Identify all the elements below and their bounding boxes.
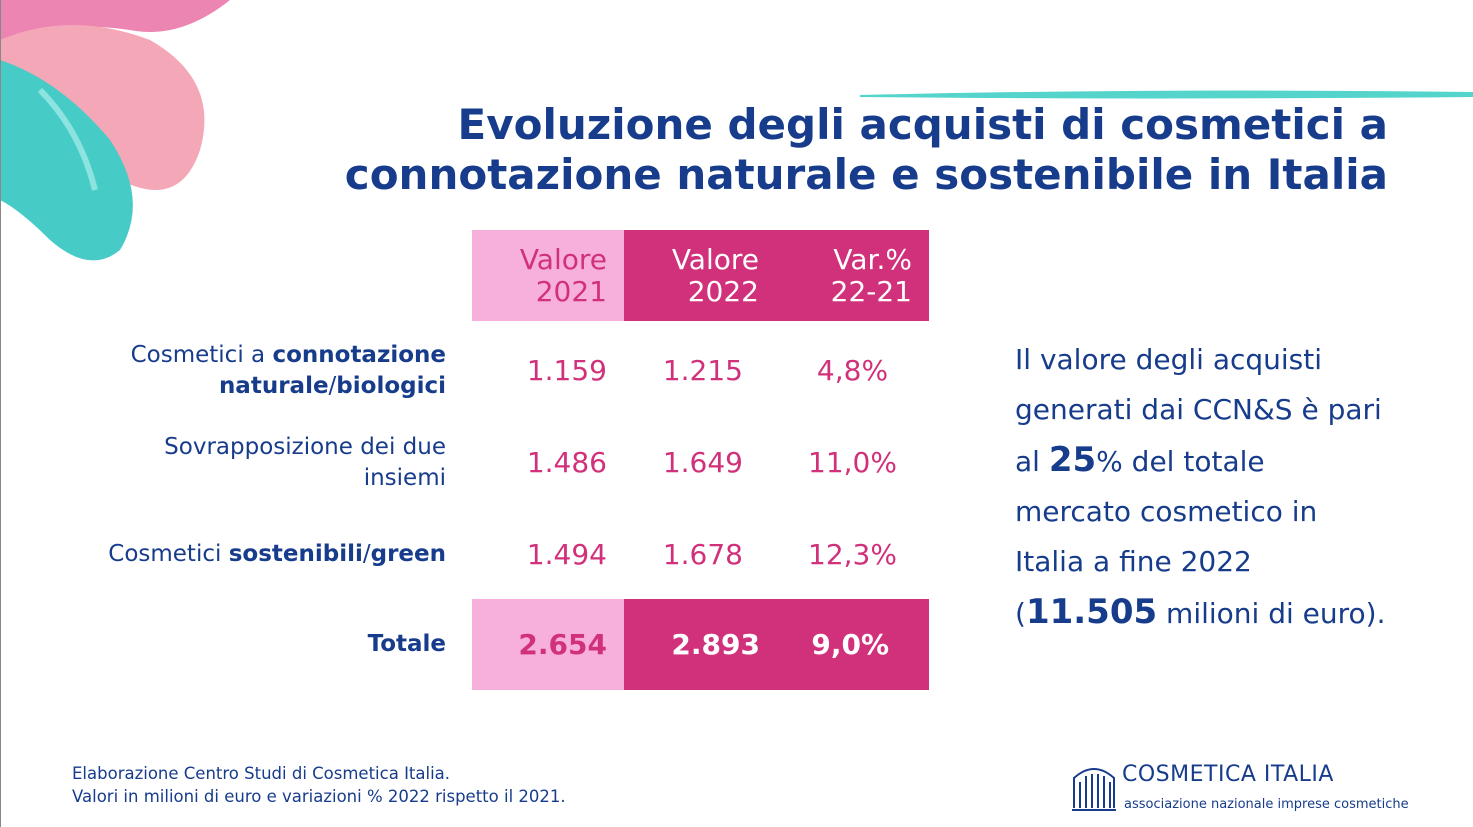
text-run: Italia a fine 2022 (1015, 545, 1252, 578)
text-run: milioni di euro). (1157, 597, 1386, 630)
table-cell: 9,0% (776, 599, 929, 690)
logo-tagline: associazione nazionale imprese cosmetich… (1124, 797, 1409, 812)
footer-line: Valori in milioni di euro e variazioni %… (72, 787, 566, 806)
text-line: Cosmetici a connotazione (40, 340, 446, 371)
text-run: biologici (336, 372, 446, 399)
column-header: 2021 (535, 274, 607, 308)
table-value: 9,0% (811, 627, 889, 661)
text-run: 25 (1048, 440, 1097, 480)
text-line: Sovrapposizione dei due (40, 432, 446, 463)
table-value: 1.678 (662, 537, 743, 571)
table-cell: 4,8% (776, 325, 929, 416)
table-cell: 1.215 (624, 325, 776, 416)
text-run: green (370, 541, 446, 567)
table-cell: 12,3% (776, 509, 929, 600)
text-run: al (1015, 445, 1049, 478)
title: Evoluzione degli acquisti di cosmetici a… (200, 100, 1388, 200)
text-run: Cosmetici a (130, 341, 273, 368)
table-value: 1.494 (526, 537, 607, 571)
text-line: insiemi (40, 463, 446, 494)
row-label: Cosmetici a connotazione naturale/biologi… (40, 325, 446, 416)
table-value: 12,3% (808, 537, 897, 571)
table-cell: 2.654 (472, 599, 624, 690)
text-run: insiemi (363, 464, 446, 491)
table-cell: Var.% 22-21 (776, 230, 929, 321)
table-cell: 1.486 (472, 417, 624, 508)
text-line: Totale (40, 629, 446, 660)
table-cell: 1.494 (472, 509, 624, 600)
table-value: 4,8% (816, 353, 889, 387)
table-value: 2.654 (518, 627, 607, 661)
title-line: connotazione naturale e sostenibile in I… (344, 150, 1388, 199)
text-run: Sovrapposizione dei due (164, 433, 446, 460)
table-value: 1.486 (526, 445, 607, 479)
text-run: Cosmetici (108, 541, 229, 567)
row-label: Totale (40, 599, 446, 690)
text-line: generati dai CCN&S è pari (1015, 385, 1386, 435)
column-header: 2022 (687, 274, 759, 308)
text-line: Il valore degli acquisti (1015, 335, 1386, 385)
text-line: Italia a fine 2022 (1015, 537, 1386, 587)
text-run: ( (1015, 597, 1026, 630)
text-run: Totale (367, 631, 446, 657)
column-header: Var.% (833, 242, 912, 276)
row-label: Sovrapposizione dei due insiemi (40, 417, 446, 508)
text-run: naturale (218, 372, 329, 399)
table-cell: 2.893 (624, 599, 776, 690)
column-header: 22-21 (830, 274, 912, 308)
table-value: 1.649 (662, 445, 743, 479)
table-value: 11,0% (808, 445, 897, 479)
title-line: Evoluzione degli acquisti di cosmetici a (457, 100, 1388, 149)
table-value: 2.893 (671, 627, 760, 661)
text-run: 11.505 (1025, 592, 1158, 632)
footer-line: Elaborazione Centro Studi di Cosmetica I… (72, 764, 451, 783)
column-header: Valore (671, 242, 759, 276)
text-run: / (362, 541, 371, 567)
table-cell: 1.649 (624, 417, 776, 508)
table-cell: Valore 2022 (624, 230, 776, 321)
text-line: Cosmetici sostenibili/green (40, 539, 446, 570)
table-value: 1.159 (526, 353, 607, 387)
text-run: connotazione (272, 341, 446, 368)
table-cell: 1.678 (624, 509, 776, 600)
footer: Elaborazione Centro Studi di Cosmetica I… (72, 762, 566, 808)
table-cell: 1.159 (472, 325, 624, 416)
text-line: al 25% del totale (1015, 435, 1386, 487)
table-cell: Valore 2021 (472, 230, 624, 321)
text-line: (11.505 milioni di euro). (1015, 587, 1386, 639)
table-cell: 11,0% (776, 417, 929, 508)
text-line: naturale/biologici (40, 371, 446, 402)
text-run: % del totale (1096, 445, 1265, 478)
table-value: 1.215 (662, 353, 743, 387)
text-run: / (328, 372, 337, 399)
text-run: Il valore degli acquisti (1015, 343, 1323, 376)
text-run: generati dai CCN&S è pari (1015, 393, 1382, 426)
callout: Il valore degli acquisti generati dai CCN… (1015, 335, 1386, 639)
column-header: Valore (519, 242, 607, 276)
row-label: Cosmetici sostenibili/green (40, 509, 446, 600)
text-line: mercato cosmetico in (1015, 487, 1386, 537)
text-run: mercato cosmetico in (1015, 495, 1318, 528)
logo-name: COSMETICA ITALIA (1122, 762, 1334, 787)
text-run: sostenibili (228, 541, 363, 567)
